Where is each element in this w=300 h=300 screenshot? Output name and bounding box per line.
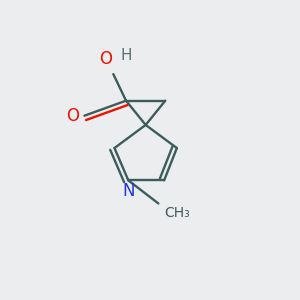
Text: O: O bbox=[66, 107, 79, 125]
Text: O: O bbox=[99, 50, 112, 68]
Text: H: H bbox=[120, 48, 132, 63]
Text: CH₃: CH₃ bbox=[164, 206, 190, 220]
Text: N: N bbox=[123, 182, 135, 200]
